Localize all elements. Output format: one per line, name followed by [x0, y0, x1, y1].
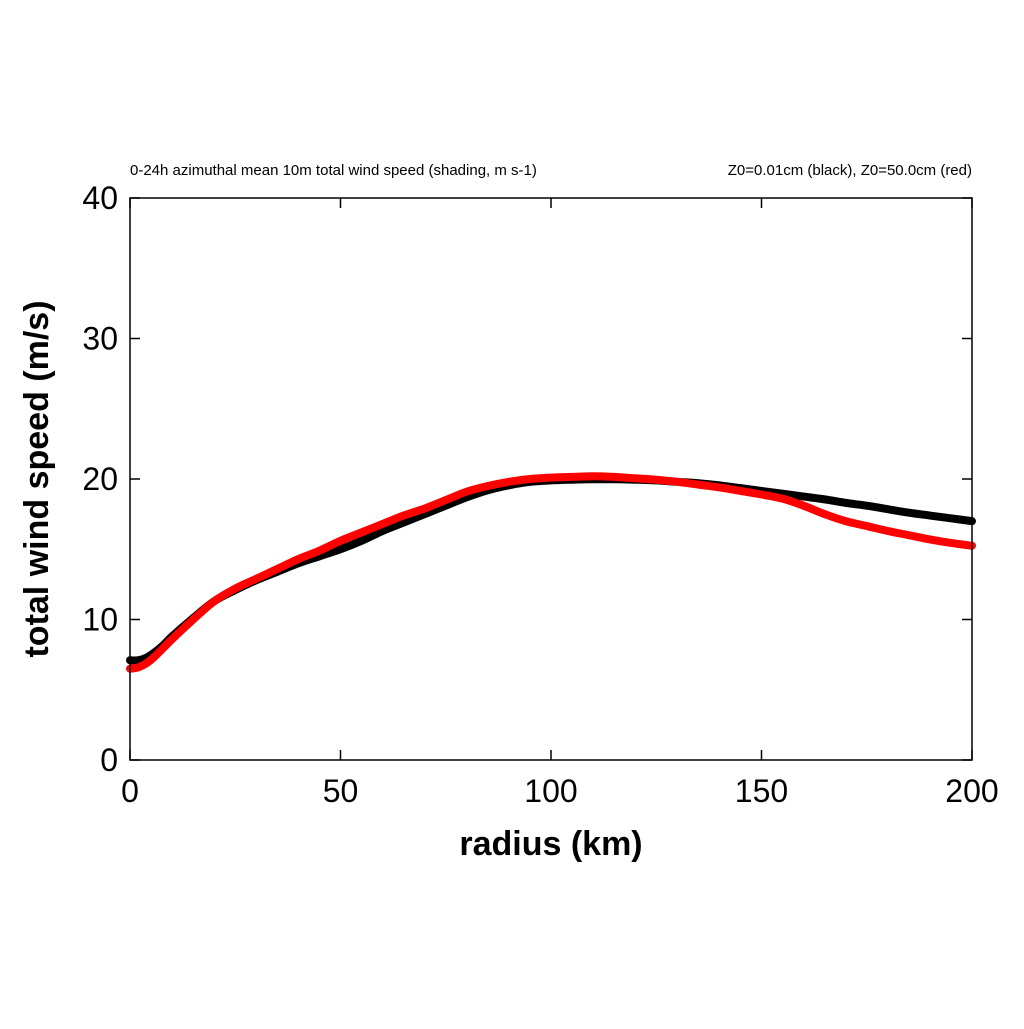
- y-tick-label: 0: [100, 742, 118, 778]
- series-line-red: [126, 472, 976, 673]
- y-tick-label: 10: [82, 602, 118, 638]
- chart-title-right: Z0=0.01cm (black), Z0=50.0cm (red): [728, 162, 972, 179]
- x-tick-label: 150: [735, 773, 788, 809]
- x-axis-title: radius (km): [459, 825, 642, 863]
- series-lines: [126, 472, 976, 673]
- y-tick-label: 40: [82, 180, 118, 216]
- series-line-black: [126, 475, 976, 665]
- x-tick-label: 50: [323, 773, 359, 809]
- y-tick-label: 20: [82, 461, 118, 497]
- plot-frame: [129, 197, 973, 761]
- x-tick-label: 100: [524, 773, 577, 809]
- y-axis-title: total wind speed (m/s): [18, 300, 56, 657]
- y-tick-label: 30: [82, 321, 118, 357]
- tick-labels: 0 50 100 150 200 0 10 20 30 40: [82, 180, 998, 809]
- x-tick-label: 200: [945, 773, 998, 809]
- chart-title-left: 0-24h azimuthal mean 10m total wind spee…: [130, 162, 537, 179]
- x-tick-label: 0: [121, 773, 139, 809]
